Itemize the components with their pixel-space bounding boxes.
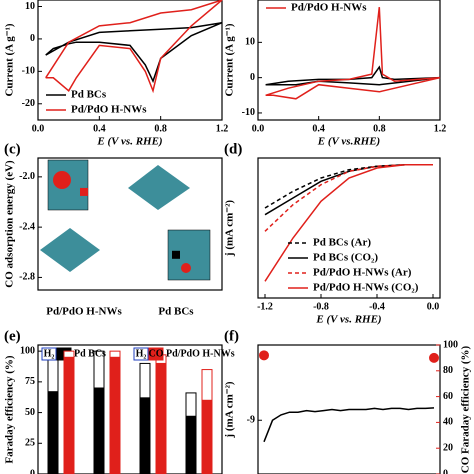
- legend-label: Pd/PdO H-NWs: [291, 2, 367, 14]
- x-axis-label: E (V vs. RHE): [315, 314, 381, 326]
- x-tick-label: 0.0: [252, 123, 265, 134]
- legend-box: [41, 347, 57, 361]
- plot-frame: [257, 0, 441, 121]
- bar-segment: [63, 350, 75, 358]
- plot-frame: [37, 0, 223, 121]
- legend-label: Pd/PdO H-NWs: [71, 104, 147, 116]
- y-tick-label: -10: [242, 107, 255, 118]
- x-tick-label: 0.8: [154, 123, 167, 134]
- x-tick-label: -0.8: [313, 301, 329, 312]
- x-tick-label: 1.2: [216, 123, 229, 134]
- y-tick-label: 10: [25, 1, 35, 12]
- y2-tick-label: 80: [443, 365, 453, 376]
- y2-tick-label: 40: [443, 417, 453, 428]
- x-tick-label: 0.8: [373, 123, 386, 134]
- y-tick-label: 100: [20, 345, 35, 356]
- y-tick-label: -10: [22, 66, 35, 77]
- y2-tick-label: 20: [443, 442, 453, 453]
- y-axis-label: j (mA cm⁻²): [224, 381, 236, 438]
- series-line: [264, 163, 433, 216]
- y-axis-label: Faraday efficiency (%): [4, 355, 16, 463]
- y-tick-label: 25: [25, 438, 35, 449]
- x-tick-label: 0.4: [93, 123, 106, 134]
- bar-segment: [201, 399, 213, 474]
- bar-segment: [185, 415, 197, 474]
- y-tick-label: 75: [25, 376, 35, 387]
- y-tick-label: -2.4: [19, 221, 35, 232]
- legend-label: Pd/PdO H-NWs (CO₂): [313, 282, 419, 294]
- bar-segment: [185, 392, 197, 417]
- panel-label: (d): [224, 141, 242, 157]
- panel-label: (e): [4, 328, 21, 344]
- bar-segment: [139, 397, 151, 474]
- y-tick-label: 50: [25, 407, 35, 418]
- y-tick-label: 10: [245, 37, 255, 48]
- energy-marker: [172, 250, 180, 259]
- bar-segment: [93, 387, 105, 474]
- y-axis-label: Current (A g⁻¹): [224, 23, 236, 96]
- bar-segment: [201, 369, 213, 401]
- legend-series: CO: [149, 348, 164, 359]
- y2-tick-label: 100: [443, 339, 458, 350]
- category-label: Pd BCs: [158, 306, 194, 318]
- legend-label: Pd BCs (CO₂): [313, 252, 378, 264]
- category-label: Pd/PdO H-NWs: [46, 306, 122, 318]
- energy-marker: [80, 187, 88, 196]
- y-tick-label: -2.0: [19, 171, 35, 182]
- panel-label: (c): [4, 141, 21, 157]
- panel-label: (f): [224, 328, 239, 344]
- legend-group: Pd BCs: [74, 348, 106, 359]
- y-tick-label: 0: [30, 33, 35, 44]
- y-axis-label: CO adsorption energy (eV): [4, 160, 16, 288]
- legend-series: H₂: [136, 348, 147, 359]
- x-tick-label: 0.4: [312, 123, 325, 134]
- bar-segment: [109, 350, 121, 358]
- x-axis-label: E (V vs.RHE): [317, 136, 380, 148]
- plot-frame: [37, 157, 223, 291]
- plot-frame: [257, 157, 441, 299]
- legend-label: Pd BCs (Ar): [313, 237, 371, 249]
- series-line: [264, 163, 433, 232]
- series-line: [45, 0, 223, 94]
- legend-box: [133, 347, 149, 361]
- y2-axis-label: CO Faraday efficiency (%): [460, 345, 472, 473]
- legend-label: Pd BCs: [71, 89, 107, 101]
- legend-box: [148, 347, 164, 361]
- plot-frame: [37, 344, 223, 474]
- x-tick-label: 0.0: [427, 301, 440, 312]
- series-line: [264, 163, 433, 282]
- y-tick-label: -2.8: [19, 272, 35, 283]
- y2-tick-label: 60: [443, 391, 453, 402]
- x-tick-label: -1.2: [257, 301, 273, 312]
- series-line: [265, 65, 441, 86]
- x-tick-label: -0.4: [369, 301, 385, 312]
- bar-segment: [63, 356, 75, 474]
- series-line: [263, 407, 435, 443]
- bar-segment: [93, 350, 105, 389]
- y-axis-label: j (mA cm⁻²): [224, 200, 236, 257]
- plot-frame: [257, 344, 441, 474]
- x-tick-label: 0.0: [32, 123, 45, 134]
- bar-segment: [109, 356, 121, 474]
- bar-segment: [139, 362, 151, 399]
- series-line: [265, 7, 441, 100]
- x-axis-label: E (V vs. RHE): [96, 136, 162, 148]
- y-tick-label: -20: [22, 98, 35, 109]
- series-line: [45, 21, 223, 84]
- cluster-decoration: [40, 159, 211, 281]
- fe-marker: [259, 350, 269, 361]
- bar-segment: [47, 391, 59, 474]
- y-tick-label: -9: [247, 415, 255, 426]
- y2-tick-label: 0: [443, 468, 448, 474]
- x-tick-label: 1.2: [434, 123, 447, 134]
- bar-segment: [155, 362, 167, 474]
- legend-label: Pd/PdO H-NWs (Ar): [313, 267, 412, 279]
- legend-series: H₂: [44, 348, 55, 359]
- y-tick-label: 0: [250, 72, 255, 83]
- fe-marker: [429, 352, 439, 363]
- legend-group: Pd/PdO H-NWs: [166, 348, 235, 359]
- y-axis-label: Current (A g⁻¹): [4, 23, 16, 96]
- y-tick-label: 0: [30, 468, 35, 474]
